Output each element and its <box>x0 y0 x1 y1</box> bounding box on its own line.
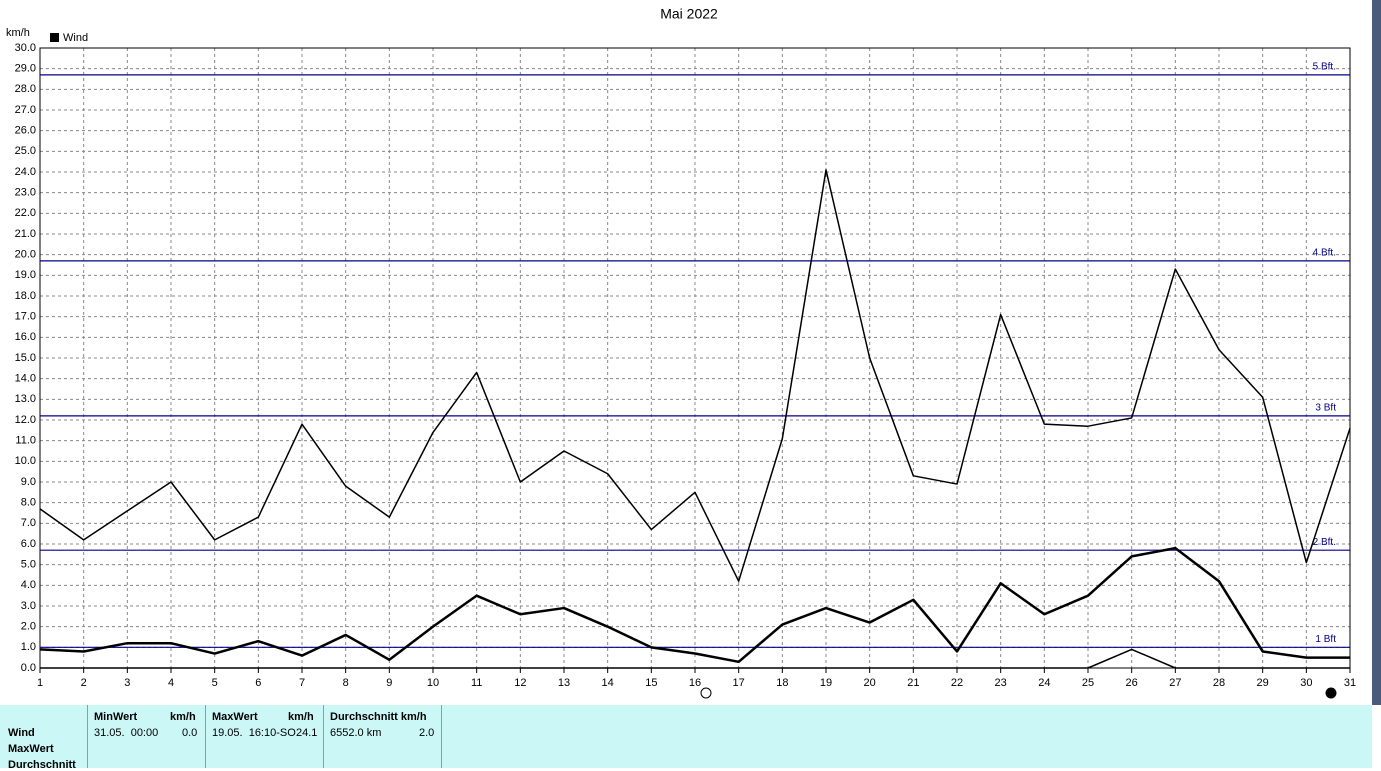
cell: 31.05. 00:00 <box>94 727 159 739</box>
summary-panel: Wind MaxWert Durchschnitt MinWert km/h 3… <box>0 705 1372 771</box>
y-tick-label: 7.0 <box>21 517 36 529</box>
y-tick-label: 29.0 <box>15 63 36 75</box>
reference-label: 2 Bft. <box>1313 537 1336 548</box>
x-tick-label: 13 <box>558 677 570 689</box>
column-header: km/h <box>170 711 196 723</box>
y-tick-label: 5.0 <box>21 559 36 571</box>
cell: 6552.0 km <box>330 727 382 739</box>
reference-label: 3 Bft <box>1315 403 1336 414</box>
x-tick-label: 25 <box>1082 677 1094 689</box>
cell: 24.1 <box>296 727 318 739</box>
y-tick-label: 10.0 <box>15 455 36 467</box>
y-tick-label: 19.0 <box>15 269 36 281</box>
reference-label: 5 Bft. <box>1313 62 1336 73</box>
x-tick-label: 22 <box>951 677 963 689</box>
x-tick-label: 9 <box>386 677 392 689</box>
y-tick-label: 27.0 <box>15 104 36 116</box>
y-tick-label: 24.0 <box>15 166 36 178</box>
y-unit: km/h <box>6 27 30 39</box>
chart: Mai 2022 km/h Wind 0.0 1.0 2.0 3.0 4.0 5.0 6.0… <box>6 0 1381 705</box>
x-tick-label: 14 <box>602 677 614 689</box>
moon-phase <box>1325 687 1337 699</box>
y-tick-label: 25.0 <box>15 145 36 157</box>
x-tick-label: 11 <box>471 677 482 689</box>
x-tick-label: 26 <box>1126 677 1138 689</box>
column-header: MinWert <box>94 711 138 723</box>
data-line <box>39 546 1350 664</box>
cell: 2.0 <box>419 727 435 739</box>
legend-label: Wind <box>63 32 88 44</box>
x-tick-label: 5 <box>212 677 218 689</box>
x-tick-label: 31 <box>1344 677 1356 689</box>
row-label: MaxWert <box>8 743 54 755</box>
column-header: MaxWert <box>212 711 258 723</box>
y-tick-label: 9.0 <box>21 476 36 488</box>
y-tick-label: 2.0 <box>21 621 36 633</box>
data-line <box>39 169 1351 582</box>
x-tick-label: 1 <box>37 677 43 689</box>
moon-phase <box>700 687 712 699</box>
x-tick-label: 20 <box>864 677 876 689</box>
y-tick-label: 12.0 <box>15 414 36 426</box>
y-tick-label: 18.0 <box>15 290 36 302</box>
x-tick-label: 15 <box>645 677 657 689</box>
x-tick-label: 24 <box>1038 677 1050 689</box>
x-tick-label: 17 <box>733 677 745 689</box>
x-tick-label: 29 <box>1257 677 1269 689</box>
y-tick-label: 4.0 <box>21 579 36 591</box>
y-tick-label: 8.0 <box>21 497 36 509</box>
x-tick-label: 21 <box>907 677 919 689</box>
x-tick-label: 30 <box>1300 677 1312 689</box>
x-tick-label: 23 <box>995 677 1007 689</box>
x-tick-label: 8 <box>343 677 349 689</box>
x-tick-label: 4 <box>168 677 174 689</box>
y-tick-label: 22.0 <box>15 207 36 219</box>
y-tick-label: 20.0 <box>15 249 36 261</box>
y-tick-label: 17.0 <box>15 311 36 323</box>
row-label: Wind <box>8 727 35 739</box>
x-tick-label: 10 <box>427 677 439 689</box>
data-line <box>40 648 1350 669</box>
x-tick-label: 18 <box>776 677 788 689</box>
cell: 19.05. 16:10-SO <box>212 727 296 739</box>
x-tick-label: 3 <box>124 677 130 689</box>
x-tick-label: 7 <box>299 677 305 689</box>
x-tick-label: 6 <box>255 677 261 689</box>
row-label: Durchschnitt <box>8 759 76 771</box>
x-tick-label: 16 <box>689 677 701 689</box>
column-header: km/h <box>288 711 314 723</box>
y-tick-label: 13.0 <box>15 393 36 405</box>
separator <box>205 705 206 768</box>
y-tick-label: 28.0 <box>15 83 36 95</box>
y-tick-label: 0.0 <box>21 662 36 674</box>
y-tick-label: 30.0 <box>15 42 36 54</box>
x-tick-label: 28 <box>1213 677 1225 689</box>
y-tick-label: 21.0 <box>15 228 36 240</box>
x-tick-label: 2 <box>81 677 87 689</box>
column-header: Durchschnitt km/h <box>330 711 427 723</box>
y-tick-label: 1.0 <box>21 641 36 653</box>
x-tick-label: 12 <box>514 677 526 689</box>
reference-label: 4 Bft. <box>1313 248 1336 259</box>
x-tick-label: 19 <box>820 677 832 689</box>
cell: 0.0 <box>182 727 198 739</box>
reference-label: 1 Bft <box>1315 634 1336 645</box>
legend-swatch <box>50 33 59 42</box>
chart-title: Mai 2022 <box>660 6 718 22</box>
y-tick-label: 16.0 <box>15 331 36 343</box>
separator <box>441 705 442 768</box>
separator <box>87 705 88 768</box>
y-tick-label: 11.0 <box>15 435 36 447</box>
x-tick-label: 27 <box>1169 677 1181 689</box>
y-tick-label: 14.0 <box>15 373 36 385</box>
y-tick-label: 23.0 <box>15 187 36 199</box>
y-tick-label: 15.0 <box>15 352 36 364</box>
separator <box>323 705 324 768</box>
y-tick-label: 6.0 <box>21 538 36 550</box>
window-edge <box>1372 0 1381 705</box>
y-tick-label: 26.0 <box>15 125 36 137</box>
y-tick-label: 3.0 <box>21 600 36 612</box>
